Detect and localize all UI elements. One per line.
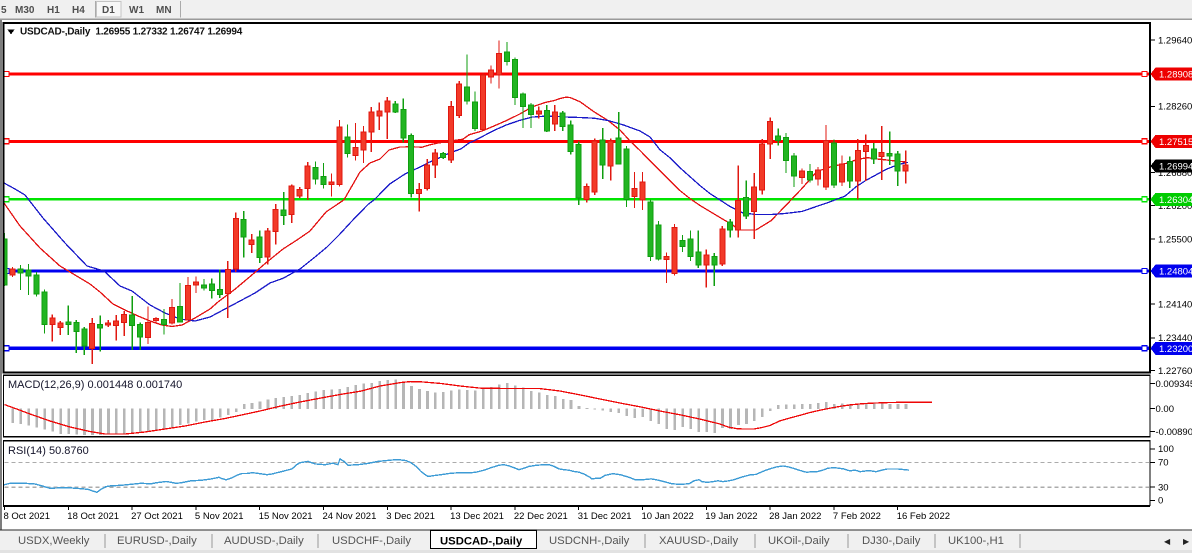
svg-text:◀: ◀ (1164, 537, 1171, 546)
svg-text:1.26994: 1.26994 (1159, 162, 1192, 173)
svg-text:USDCHF-,Daily: USDCHF-,Daily (332, 535, 411, 547)
svg-text:1.24140: 1.24140 (1158, 300, 1192, 311)
svg-text:0.009345: 0.009345 (1156, 379, 1192, 390)
svg-text:RSI(14) 50.8760: RSI(14) 50.8760 (8, 445, 89, 457)
svg-text:1.29640: 1.29640 (1158, 35, 1192, 46)
svg-text:19 Jan 2022: 19 Jan 2022 (705, 511, 757, 522)
svg-text:1.25500: 1.25500 (1158, 234, 1192, 245)
svg-text:0: 0 (1158, 496, 1163, 507)
svg-text:USDCAD-,Daily 1.26955 1.27332: USDCAD-,Daily 1.26955 1.27332 1.26747 1.… (20, 27, 243, 38)
svg-text:18 Oct 2021: 18 Oct 2021 (67, 511, 119, 522)
svg-text:AUDUSD-,Daily: AUDUSD-,Daily (224, 535, 304, 547)
svg-text:1.22760: 1.22760 (1158, 366, 1192, 377)
svg-text:1.26200: 1.26200 (1158, 201, 1192, 212)
svg-text:1.28908: 1.28908 (1159, 70, 1192, 81)
svg-text:8 Oct 2021: 8 Oct 2021 (4, 511, 50, 522)
svg-text:1.27515: 1.27515 (1159, 137, 1192, 148)
svg-text:M30: M30 (15, 5, 35, 16)
svg-text:28 Jan 2022: 28 Jan 2022 (769, 511, 821, 522)
svg-text:5: 5 (1, 5, 7, 16)
svg-text:1.26304: 1.26304 (1159, 195, 1192, 206)
svg-text:31 Dec 2021: 31 Dec 2021 (578, 511, 632, 522)
svg-text:H1: H1 (47, 5, 60, 16)
svg-text:UK100-,H1: UK100-,H1 (948, 535, 1004, 547)
svg-text:1.23200: 1.23200 (1159, 344, 1192, 355)
svg-text:XAUUSD-,Daily: XAUUSD-,Daily (659, 535, 738, 547)
svg-text:1.23440: 1.23440 (1158, 333, 1192, 344)
svg-text:100: 100 (1158, 444, 1174, 455)
svg-text:1.28260: 1.28260 (1158, 102, 1192, 113)
svg-text:MN: MN (156, 5, 172, 16)
svg-text:W1: W1 (129, 5, 144, 16)
svg-text:MACD(12,26,9) 0.001448 0.00174: MACD(12,26,9) 0.001448 0.001740 (8, 379, 182, 391)
svg-text:EURUSD-,Daily: EURUSD-,Daily (117, 535, 197, 547)
svg-text:USDCNH-,Daily: USDCNH-,Daily (549, 535, 630, 547)
svg-text:DJ30-,Daily: DJ30-,Daily (862, 535, 921, 547)
svg-text:1.26880: 1.26880 (1158, 168, 1192, 179)
svg-text:22 Dec 2021: 22 Dec 2021 (514, 511, 568, 522)
svg-text:15 Nov 2021: 15 Nov 2021 (259, 511, 313, 522)
svg-text:H4: H4 (72, 5, 85, 16)
svg-text:10 Jan 2022: 10 Jan 2022 (642, 511, 694, 522)
svg-text:USDCAD-,Daily: USDCAD-,Daily (440, 536, 523, 548)
svg-text:7 Feb 2022: 7 Feb 2022 (833, 511, 881, 522)
svg-text:24 Nov 2021: 24 Nov 2021 (323, 511, 377, 522)
svg-text:D1: D1 (102, 5, 115, 16)
svg-text:70: 70 (1158, 458, 1169, 469)
svg-text:3 Dec 2021: 3 Dec 2021 (386, 511, 435, 522)
svg-text:5 Nov 2021: 5 Nov 2021 (195, 511, 244, 522)
svg-text:USDX,Weekly: USDX,Weekly (18, 535, 90, 547)
svg-text:UKOil-,Daily: UKOil-,Daily (768, 535, 830, 547)
svg-text:30: 30 (1158, 483, 1169, 494)
svg-text:13 Dec 2021: 13 Dec 2021 (450, 511, 504, 522)
svg-text:1.24804: 1.24804 (1159, 267, 1192, 278)
svg-text:0.00: 0.00 (1156, 404, 1175, 415)
svg-text:-0.008902: -0.008902 (1156, 427, 1192, 438)
svg-text:27 Oct 2021: 27 Oct 2021 (131, 511, 183, 522)
svg-text:16 Feb 2022: 16 Feb 2022 (897, 511, 950, 522)
svg-text:▶: ▶ (1183, 537, 1190, 546)
